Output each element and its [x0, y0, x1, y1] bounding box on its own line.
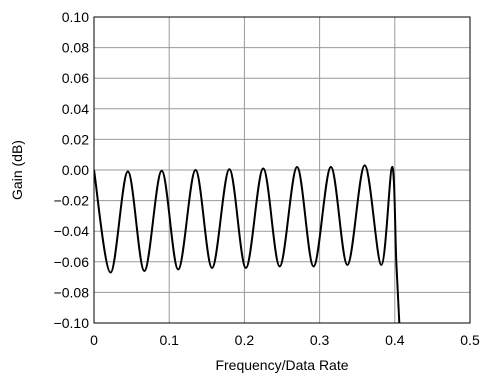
tick-labels: 0 0.1 0.2 0.3 0.4 0.5 0.10 0.08 0.06 0.04 0.02 0.00…	[54, 9, 480, 348]
y-tick-label: −0.06	[54, 254, 90, 270]
gain-curve	[94, 164, 401, 323]
y-tick-label: −0.08	[54, 284, 90, 300]
y-tick-label: 0.10	[62, 9, 89, 25]
y-tick-label: −0.10	[54, 315, 90, 331]
grid	[93, 16, 471, 324]
x-tick-label: 0.1	[159, 332, 179, 348]
y-tick-label: 0.04	[62, 101, 89, 117]
y-tick-label: 0.00	[62, 162, 89, 178]
x-tick-label: 0.3	[310, 332, 330, 348]
x-tick-label: 0.5	[460, 332, 480, 348]
y-axis-label: Gain (dB)	[9, 140, 25, 200]
x-axis-label: Frequency/Data Rate	[215, 357, 348, 373]
x-tick-label: 0	[90, 332, 98, 348]
y-tick-label: 0.02	[62, 131, 89, 147]
x-tick-label: 0.2	[235, 332, 255, 348]
y-tick-label: −0.04	[54, 223, 90, 239]
y-tick-label: −0.02	[54, 193, 90, 209]
plot-frame	[93, 16, 471, 324]
y-tick-label: 0.06	[62, 70, 89, 86]
x-tick-label: 0.4	[385, 332, 405, 348]
y-tick-label: 0.08	[62, 40, 89, 56]
